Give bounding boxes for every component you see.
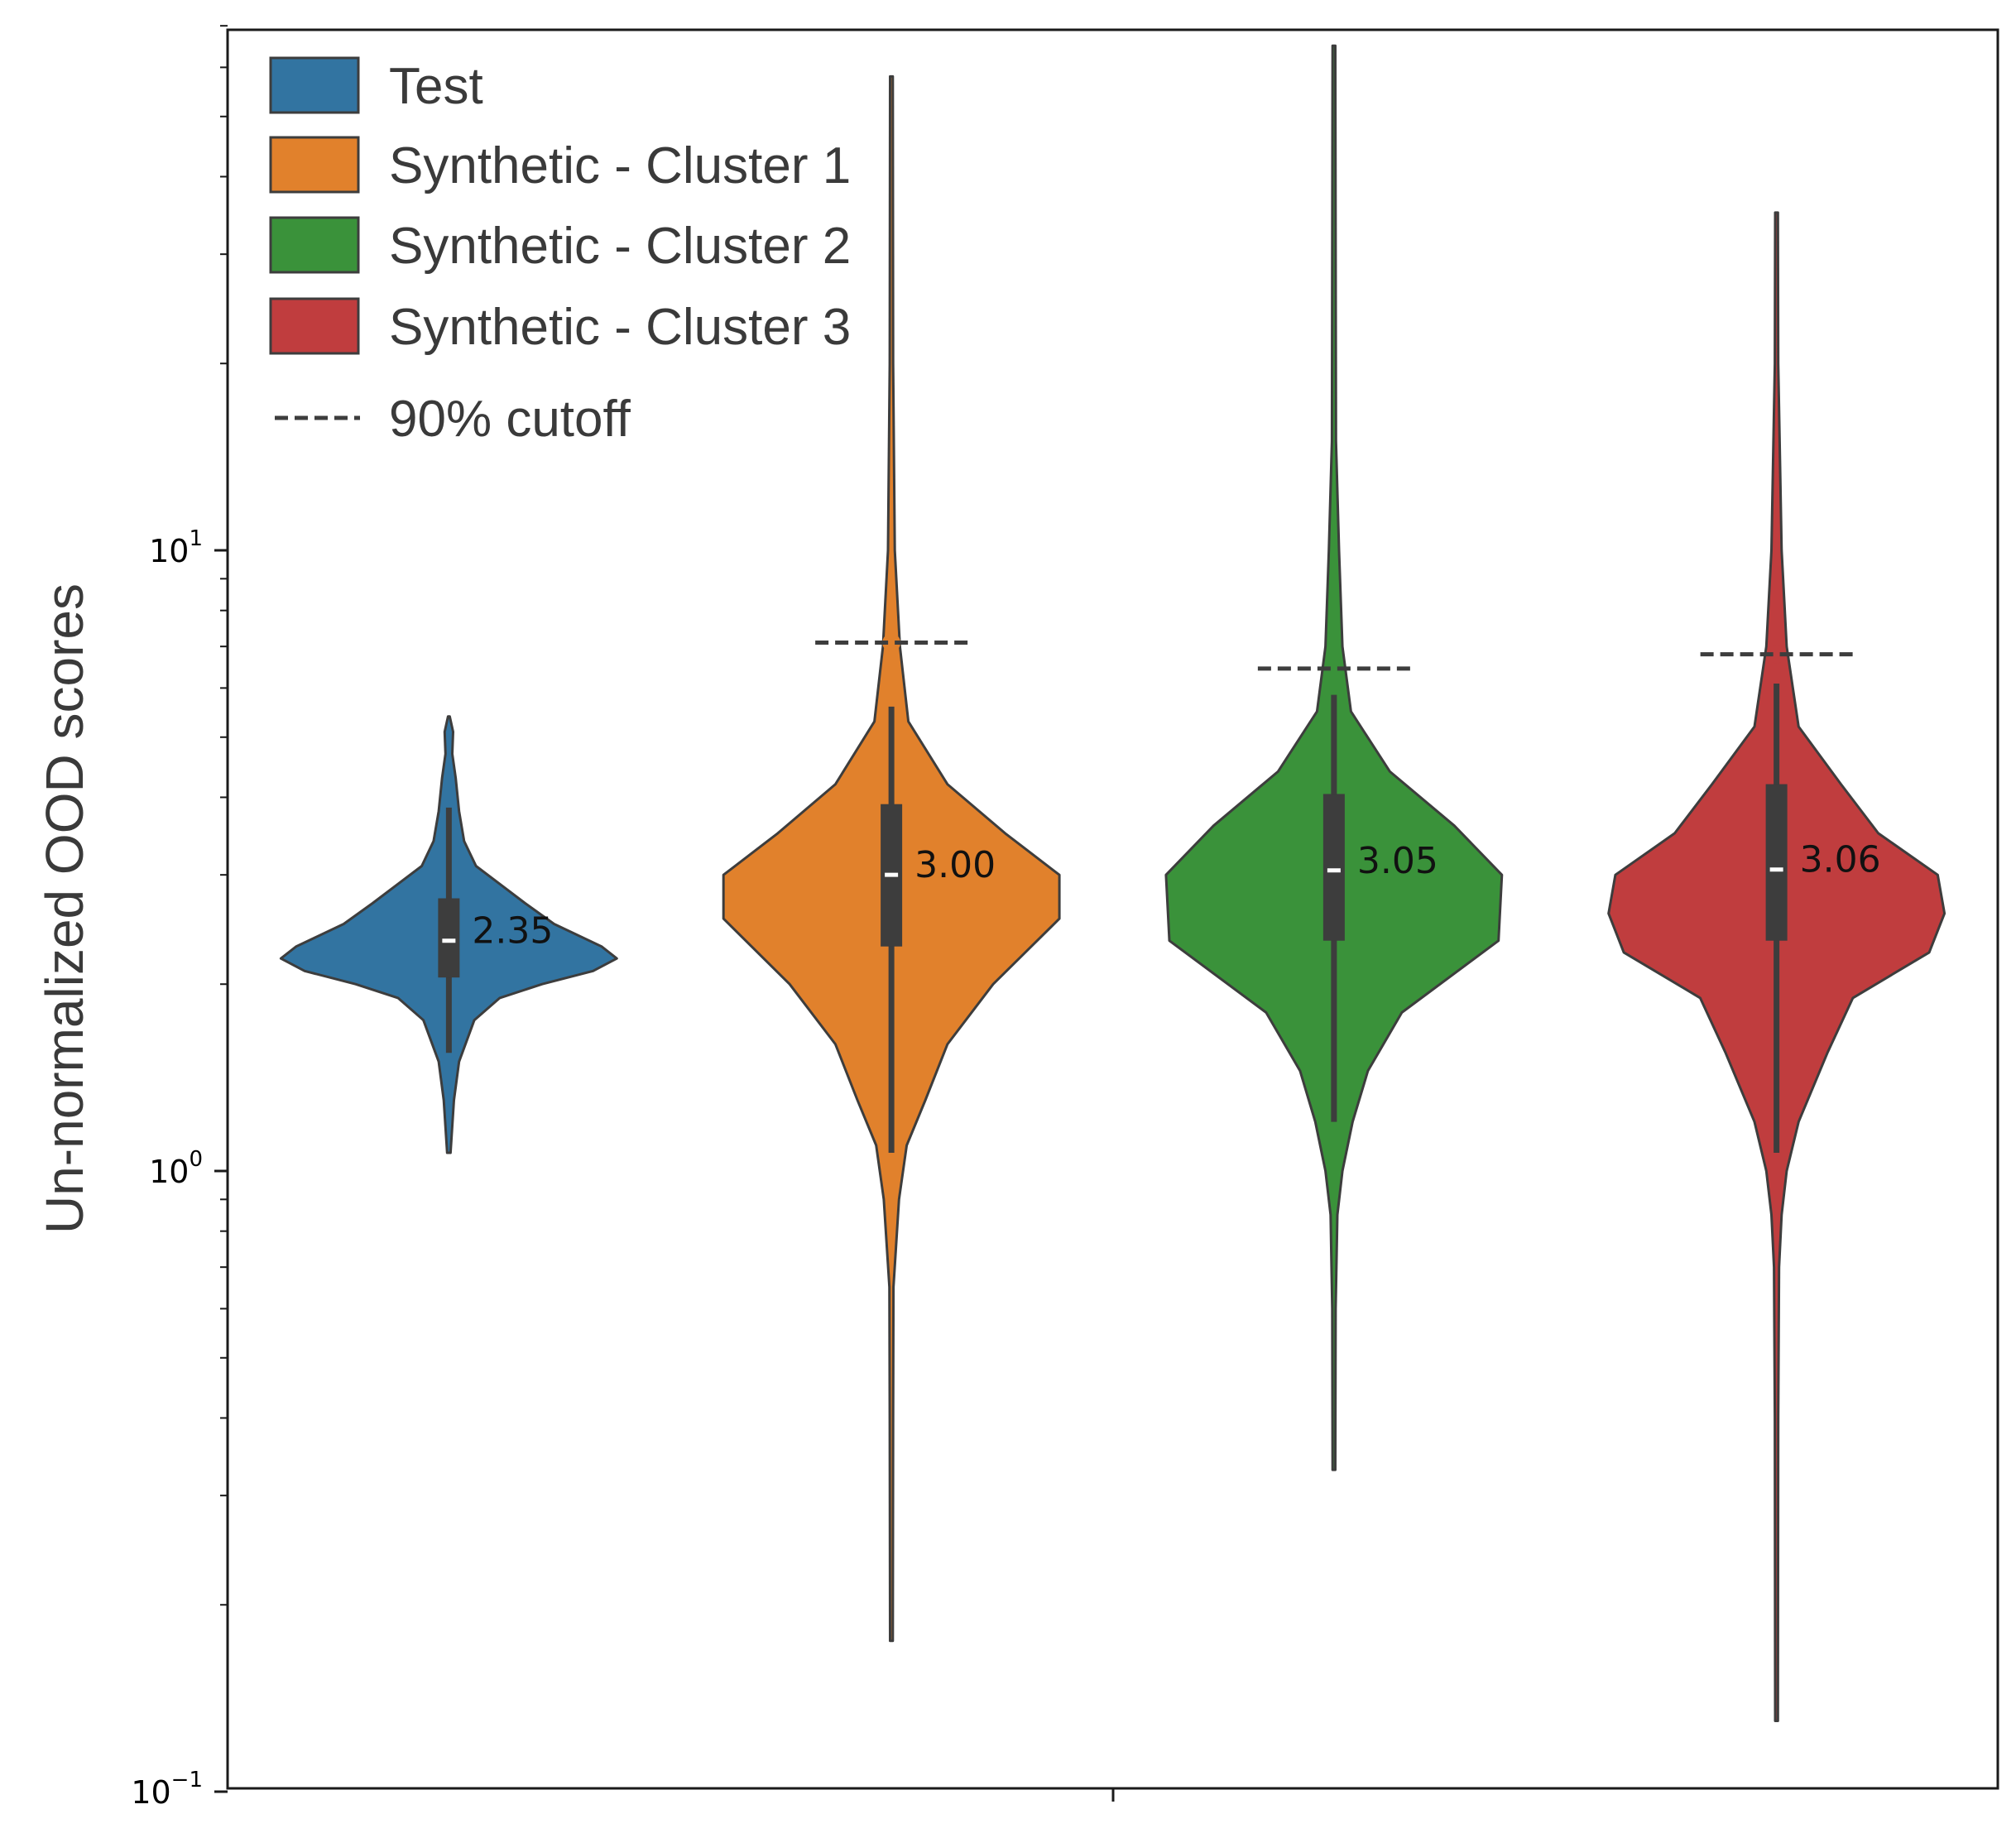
y-tick-label: 100 <box>149 1147 203 1190</box>
cutoff-marker <box>1324 659 1343 678</box>
violins-layer: 2.35 3.00 3.05 3.06 <box>279 44 1946 1722</box>
legend-swatch <box>269 136 360 194</box>
cutoff-marker <box>882 633 901 652</box>
legend: Test Synthetic - Cluster 1 Synthetic - Clu… <box>269 56 851 448</box>
legend-swatch <box>269 297 360 355</box>
legend-label: Synthetic - Cluster 3 <box>389 299 851 356</box>
y-axis: 10−1 100 101 <box>131 25 228 1811</box>
violin-iqr-box <box>1765 784 1788 941</box>
median-value-label: 3.00 <box>914 844 996 886</box>
y-tick-label: 101 <box>149 526 203 569</box>
median-value-label: 3.05 <box>1357 840 1438 882</box>
y-tick-label: 10−1 <box>131 1768 203 1811</box>
legend-swatch <box>269 56 360 114</box>
violin-iqr-box <box>438 898 460 978</box>
legend-swatch <box>269 216 360 274</box>
legend-label: Test <box>389 58 483 115</box>
cutoff-marker <box>1767 645 1786 664</box>
legend-label: Synthetic - Cluster 1 <box>389 137 851 194</box>
cutoff-lines-layer <box>815 633 1853 678</box>
legend-cutoff-label: 90% cutoff <box>389 391 631 448</box>
median-value-label: 3.06 <box>1800 839 1881 881</box>
violin-iqr-box <box>1322 794 1345 941</box>
legend-label: Synthetic - Cluster 2 <box>389 218 851 275</box>
y-axis-label: Un-normalized OOD scores <box>35 583 94 1234</box>
median-value-label: 2.35 <box>472 910 553 953</box>
